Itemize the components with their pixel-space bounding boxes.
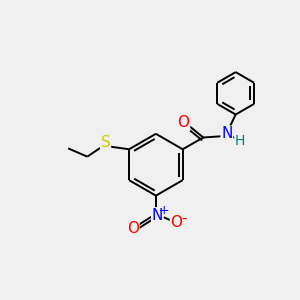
Text: N: N	[221, 126, 232, 141]
Text: -: -	[182, 211, 187, 226]
Text: +: +	[159, 204, 170, 217]
Text: N: N	[152, 208, 163, 223]
Text: S: S	[101, 135, 110, 150]
Text: O: O	[127, 220, 139, 236]
Text: H: H	[235, 134, 245, 148]
Text: O: O	[178, 115, 190, 130]
Text: O: O	[170, 215, 182, 230]
